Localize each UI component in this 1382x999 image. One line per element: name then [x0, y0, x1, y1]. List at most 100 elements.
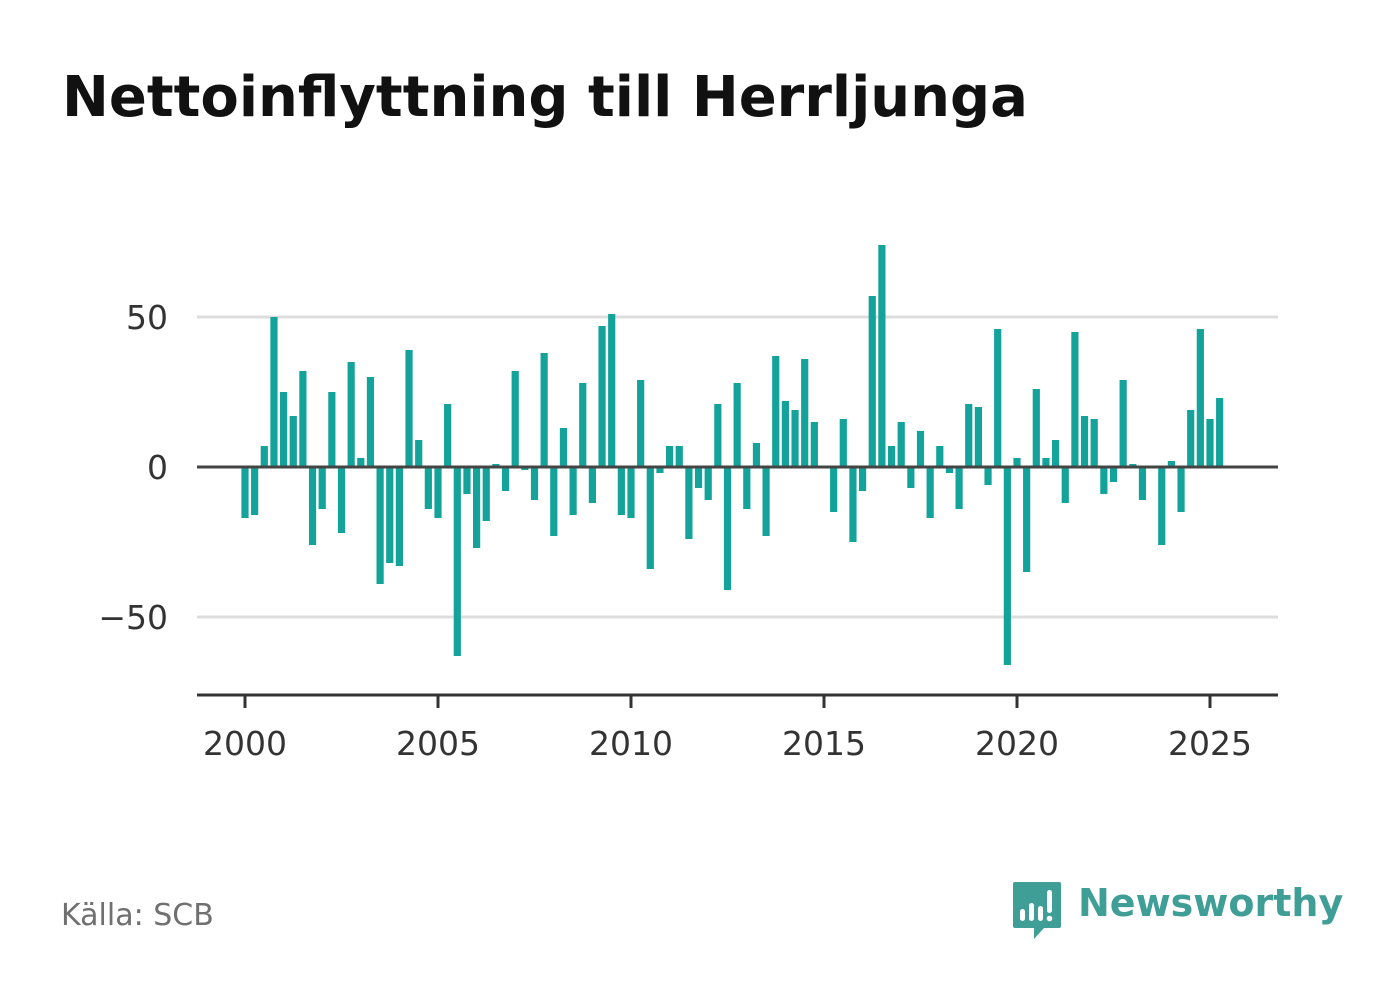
y-tick-label: 0 [147, 448, 168, 487]
newsworthy-logo: Newsworthy [1012, 879, 1343, 941]
bar [984, 467, 992, 485]
bar [357, 458, 365, 467]
bar [685, 467, 693, 539]
bar [868, 296, 876, 467]
bars [241, 245, 1224, 665]
bar [1003, 467, 1011, 665]
bar [1177, 467, 1185, 512]
bar [366, 377, 375, 467]
y-tick-label: −50 [98, 598, 168, 637]
bar [337, 467, 346, 533]
bar [588, 467, 596, 503]
bar [453, 467, 461, 656]
bar [501, 467, 510, 491]
bar [897, 422, 905, 467]
bar [994, 329, 1002, 467]
bar [878, 245, 886, 467]
bar [772, 356, 780, 467]
bar [415, 440, 423, 467]
bar [424, 467, 432, 509]
bar [1042, 458, 1050, 467]
bar [830, 467, 838, 512]
x-tick-label: 2020 [975, 724, 1059, 763]
bar [955, 467, 963, 509]
bar [444, 404, 452, 467]
bar [1080, 416, 1089, 467]
bar [752, 443, 761, 467]
bar [1138, 467, 1147, 500]
axes [197, 465, 1278, 708]
bar [762, 467, 770, 536]
gridlines [197, 315, 1278, 619]
bar [405, 350, 413, 467]
bar [1196, 329, 1204, 467]
bar [733, 383, 741, 467]
bar [328, 392, 336, 467]
bar [839, 419, 847, 467]
bar [1061, 467, 1069, 503]
bar [318, 467, 326, 509]
bar [801, 359, 809, 467]
bar [241, 467, 249, 518]
bar [849, 467, 857, 542]
bar [781, 401, 789, 467]
bar [666, 446, 674, 467]
bar [1013, 458, 1021, 467]
bar [646, 467, 654, 569]
bar [308, 467, 317, 545]
bar [347, 362, 355, 467]
bar [299, 371, 307, 467]
bar [559, 428, 568, 467]
source-label: Källa: SCB [61, 898, 214, 933]
bar [1023, 467, 1031, 572]
bar [965, 404, 973, 467]
bar [1071, 332, 1079, 467]
bar [598, 326, 606, 467]
bar [270, 317, 278, 467]
bar [974, 407, 982, 467]
bar [627, 467, 635, 518]
bar [1090, 419, 1098, 467]
bar [1167, 461, 1175, 467]
chart-title: Nettoinflyttning till Herrljunga [62, 65, 1028, 130]
bar [810, 422, 818, 467]
bar [386, 467, 394, 563]
bar [260, 446, 268, 467]
bar [637, 380, 645, 467]
bar [1100, 467, 1108, 494]
bar [714, 404, 722, 467]
bar [289, 416, 297, 467]
bar [723, 467, 732, 590]
bar [743, 467, 751, 509]
x-tick-label: 2010 [589, 724, 673, 763]
bar [376, 467, 384, 584]
bar [916, 431, 925, 467]
bar [540, 353, 548, 467]
y-tick-label: 50 [126, 298, 168, 337]
bar [608, 314, 616, 467]
bar [511, 371, 519, 467]
bar [1187, 410, 1195, 467]
bar [704, 467, 712, 500]
x-tick-label: 2025 [1168, 724, 1252, 763]
bar [1052, 440, 1060, 467]
bar [550, 467, 558, 536]
bar [1119, 380, 1127, 467]
logo-text: Newsworthy [1078, 881, 1344, 925]
bar [1109, 467, 1118, 482]
bar [579, 383, 587, 467]
bar [569, 467, 577, 515]
bar [280, 392, 288, 467]
bar [1032, 389, 1040, 467]
x-tick-label: 2015 [782, 724, 866, 763]
bar [473, 467, 481, 548]
bar [859, 467, 867, 491]
bar [617, 467, 625, 515]
bar [656, 467, 664, 473]
bar [926, 467, 934, 518]
bar [936, 446, 944, 467]
bar [887, 446, 896, 467]
bar [482, 467, 490, 521]
bar [1206, 419, 1214, 467]
